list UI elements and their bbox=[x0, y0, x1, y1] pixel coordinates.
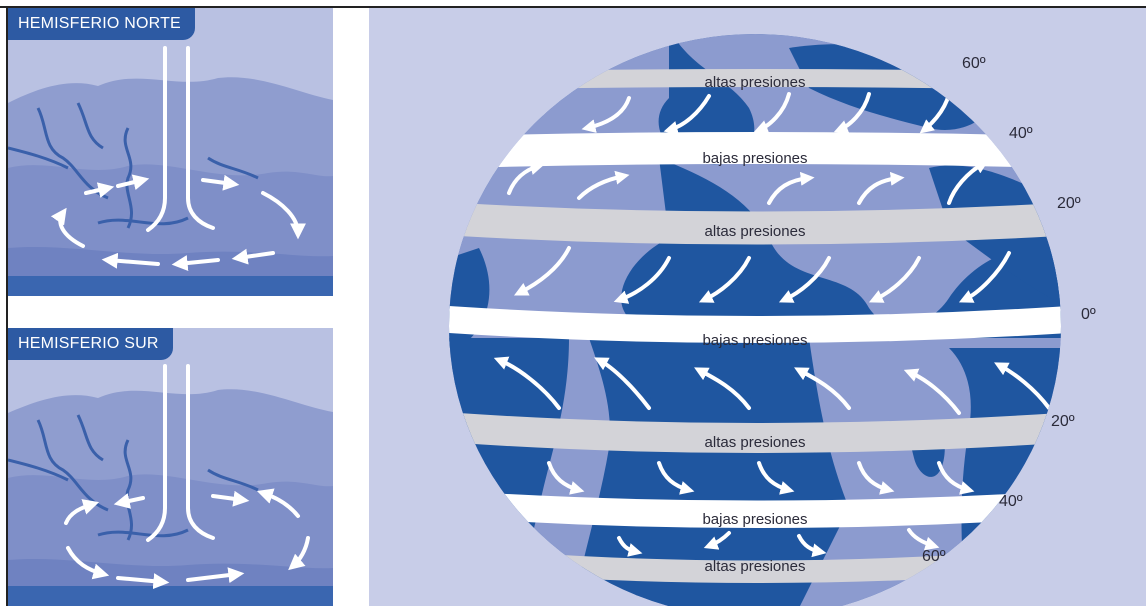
latitude-label-20s: 20º bbox=[1051, 413, 1075, 430]
top-border bbox=[0, 6, 1146, 8]
band-label-high-20n: altas presiones bbox=[705, 223, 806, 240]
band-label-high-60s: altas presiones bbox=[705, 558, 806, 575]
southern-hemisphere-panel: HEMISFERIO SUR bbox=[8, 328, 333, 606]
high-pressure-band-20n bbox=[459, 203, 1059, 245]
globe-pressure-belts-diagram: altas presiones bajas presiones altas pr… bbox=[449, 34, 1096, 606]
globe-panel: altas presiones bajas presiones altas pr… bbox=[369, 8, 1146, 606]
band-label-low-40n: bajas presiones bbox=[702, 150, 807, 167]
latitude-label-40s: 40º bbox=[999, 493, 1023, 510]
pressure-bands bbox=[449, 69, 1061, 583]
river-network bbox=[8, 414, 259, 541]
low-pressure-band-40s bbox=[489, 493, 1029, 528]
southern-landscape-illustration bbox=[8, 328, 333, 606]
band-labels: altas presiones bajas presiones altas pr… bbox=[702, 74, 807, 575]
high-pressure-band-60s bbox=[529, 553, 989, 583]
panel-title-south: HEMISFERIO SUR bbox=[8, 328, 173, 360]
latitude-label-20n: 20º bbox=[1057, 195, 1081, 212]
band-label-low-40s: bajas presiones bbox=[702, 511, 807, 528]
high-pressure-band-60n bbox=[459, 69, 1059, 90]
low-pressure-band-equator bbox=[449, 306, 1061, 343]
descending-air-arrows bbox=[146, 364, 215, 542]
clockwise-circulation-arrows bbox=[50, 174, 306, 272]
low-pressure-band-40n bbox=[459, 132, 1059, 168]
latitude-label-60s: 60º bbox=[922, 548, 946, 565]
band-label-low-equator: bajas presiones bbox=[702, 332, 807, 349]
counterclockwise-circulation-arrows bbox=[64, 488, 310, 590]
wind-arrows bbox=[493, 92, 1051, 558]
band-label-high-20s: altas presiones bbox=[705, 434, 806, 451]
high-pressure-band-20s bbox=[459, 413, 1059, 453]
panel-title-north: HEMISFERIO NORTE bbox=[8, 8, 195, 40]
northern-hemisphere-panel: HEMISFERIO NORTE bbox=[8, 8, 333, 296]
left-border bbox=[6, 6, 8, 606]
latitude-label-60n: 60º bbox=[962, 55, 986, 72]
latitude-label-equator: 0º bbox=[1081, 306, 1096, 323]
northern-landscape-illustration bbox=[8, 8, 333, 296]
descending-air-arrows bbox=[146, 46, 215, 232]
band-label-high-60n: altas presiones bbox=[705, 74, 806, 91]
latitude-label-40n: 40º bbox=[1009, 125, 1033, 142]
river-network bbox=[8, 102, 259, 229]
latitude-labels: 60º 40º 20º 0º 20º 40º 60º bbox=[922, 55, 1096, 565]
